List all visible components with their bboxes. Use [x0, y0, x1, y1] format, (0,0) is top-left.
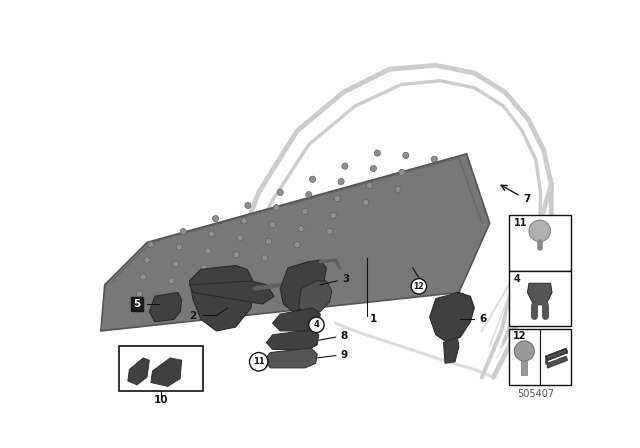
Polygon shape [151, 358, 182, 386]
Circle shape [342, 163, 348, 169]
Text: 8: 8 [340, 332, 348, 341]
Circle shape [164, 294, 171, 300]
Polygon shape [429, 293, 474, 343]
Circle shape [371, 165, 376, 172]
Polygon shape [444, 337, 459, 363]
Polygon shape [189, 281, 274, 304]
Circle shape [234, 252, 239, 258]
Text: 2: 2 [189, 310, 197, 321]
Circle shape [515, 341, 534, 361]
Text: 12: 12 [513, 331, 526, 340]
Circle shape [262, 255, 268, 261]
Circle shape [277, 189, 284, 195]
Circle shape [403, 152, 409, 159]
Polygon shape [264, 348, 317, 368]
Circle shape [237, 235, 243, 241]
Bar [509, 271, 570, 326]
Circle shape [176, 244, 182, 250]
Circle shape [201, 265, 207, 271]
Polygon shape [101, 154, 490, 331]
Circle shape [529, 220, 550, 241]
Text: 5: 5 [133, 299, 141, 309]
Circle shape [140, 274, 147, 280]
Text: 12: 12 [413, 282, 424, 291]
Circle shape [431, 156, 437, 162]
Circle shape [172, 261, 179, 267]
Bar [509, 329, 570, 385]
Polygon shape [266, 329, 319, 349]
Circle shape [399, 169, 405, 176]
Polygon shape [546, 349, 568, 368]
Circle shape [197, 281, 204, 287]
Circle shape [205, 248, 211, 254]
Circle shape [310, 176, 316, 182]
Circle shape [298, 225, 304, 232]
Text: 505407: 505407 [517, 389, 554, 399]
Circle shape [180, 228, 186, 235]
Circle shape [363, 199, 369, 206]
Circle shape [241, 218, 247, 224]
Circle shape [250, 353, 268, 371]
Circle shape [326, 228, 333, 235]
Polygon shape [299, 281, 332, 315]
Circle shape [209, 231, 215, 237]
Polygon shape [128, 358, 149, 385]
Text: 10: 10 [154, 395, 168, 405]
Circle shape [144, 257, 150, 263]
Circle shape [395, 186, 401, 192]
Polygon shape [189, 266, 255, 331]
Bar [509, 215, 570, 271]
Text: 3: 3 [342, 274, 349, 284]
Circle shape [230, 268, 236, 274]
Text: 11: 11 [513, 218, 527, 228]
Circle shape [374, 150, 380, 156]
Circle shape [266, 238, 272, 245]
Circle shape [273, 205, 280, 211]
Text: 6: 6 [479, 314, 486, 324]
Circle shape [308, 317, 324, 332]
Circle shape [294, 241, 300, 248]
Text: 4: 4 [513, 274, 520, 284]
Bar [118, 346, 204, 391]
Circle shape [334, 195, 340, 202]
Circle shape [338, 178, 344, 185]
Bar [521, 361, 527, 375]
Circle shape [148, 241, 154, 248]
Circle shape [411, 279, 427, 294]
Circle shape [136, 291, 143, 297]
Text: 1: 1 [369, 314, 377, 323]
Circle shape [212, 215, 219, 222]
Text: 5: 5 [133, 299, 141, 309]
Text: 4: 4 [314, 320, 319, 329]
Polygon shape [273, 308, 320, 331]
Text: 11: 11 [253, 357, 264, 366]
Circle shape [245, 202, 251, 208]
Circle shape [132, 307, 139, 313]
Polygon shape [149, 293, 182, 322]
Text: 9: 9 [340, 350, 348, 360]
Circle shape [330, 212, 337, 219]
Text: 7: 7 [523, 194, 531, 203]
Circle shape [269, 222, 276, 228]
Circle shape [168, 278, 175, 284]
Circle shape [367, 182, 372, 189]
Circle shape [306, 192, 312, 198]
Polygon shape [280, 260, 326, 312]
Polygon shape [527, 283, 552, 305]
Circle shape [302, 208, 308, 215]
